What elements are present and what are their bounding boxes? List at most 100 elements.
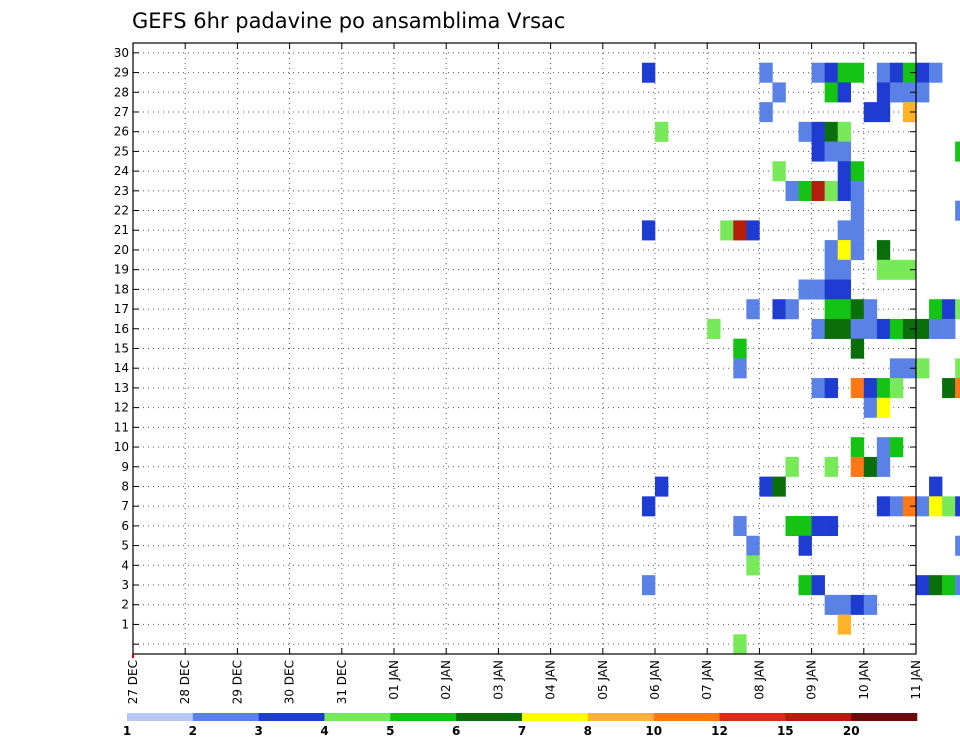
colorbar-label: 12 — [711, 724, 728, 738]
heatmap-cell — [929, 496, 943, 517]
colorbar-label: 7 — [518, 724, 526, 738]
heatmap-cell — [889, 82, 904, 103]
heatmap-cell — [785, 180, 799, 201]
colorbar-swatch — [192, 713, 259, 721]
heatmap-cell — [798, 121, 812, 142]
colorbar-label: 2 — [189, 724, 197, 738]
heatmap-cell — [916, 358, 930, 379]
heatmap-cell — [902, 259, 917, 280]
colorbar-swatch — [390, 713, 457, 721]
x-tick-label: 04 JAN — [544, 660, 558, 700]
heatmap-cell — [955, 358, 960, 379]
heatmap-cell — [785, 456, 799, 477]
heatmap-cell — [902, 62, 917, 83]
heatmap-cell — [837, 161, 852, 182]
x-tick-label: 06 JAN — [648, 660, 662, 700]
heatmap-cell — [929, 318, 943, 339]
heatmap-cell — [824, 259, 838, 280]
colorbar-swatch — [127, 713, 194, 721]
heatmap-cell — [850, 240, 865, 261]
heatmap-cell — [850, 220, 865, 241]
heatmap-cell — [798, 575, 812, 596]
heatmap-cell — [850, 180, 865, 201]
heatmap-cell — [746, 299, 760, 320]
y-tick-label: 17 — [114, 302, 129, 316]
y-tick-label: 19 — [114, 263, 129, 277]
heatmap-cell — [902, 318, 917, 339]
heatmap-cell — [850, 456, 865, 477]
heatmap-cell — [876, 240, 891, 261]
heatmap-cell — [929, 476, 943, 497]
colorbar-swatch — [456, 713, 523, 721]
heatmap-cell — [811, 318, 825, 339]
y-tick-label: 30 — [114, 46, 129, 60]
heatmap-cell — [889, 496, 904, 517]
heatmap-cell — [746, 535, 760, 556]
heatmap-cell — [863, 378, 878, 399]
x-tick-label: 08 JAN — [752, 660, 766, 700]
heatmap-cell — [955, 299, 960, 320]
heatmap-cell — [837, 318, 852, 339]
colorbar-label: 20 — [843, 724, 860, 738]
heatmap-cell — [798, 180, 812, 201]
heatmap-cell — [942, 318, 956, 339]
heatmap-cell — [811, 62, 825, 83]
colorbar-swatch — [719, 713, 786, 721]
heatmap-cell — [785, 299, 799, 320]
chart-title: GEFS 6hr padavine po ansamblima Vrsac — [132, 9, 565, 33]
heatmap-cell — [850, 299, 865, 320]
x-tick-label: 09 JAN — [805, 660, 819, 700]
heatmap-cell — [876, 456, 891, 477]
colorbar-label: 4 — [320, 724, 328, 738]
y-tick-label: 24 — [114, 164, 129, 178]
heatmap-cell — [942, 575, 956, 596]
x-tick-label: 07 JAN — [700, 660, 714, 700]
heatmap-cell — [955, 496, 960, 517]
x-tick-label: 31 DEC — [335, 660, 349, 704]
y-tick-label: 16 — [114, 322, 129, 336]
y-tick-label: 1 — [121, 617, 129, 631]
y-tick-label: 12 — [114, 401, 129, 415]
heatmap-cell — [824, 318, 838, 339]
heatmap-cell — [863, 102, 878, 123]
y-tick-label: 22 — [114, 204, 129, 218]
colorbar-label: 10 — [645, 724, 662, 738]
heatmap-cell — [955, 200, 960, 221]
heatmap-cell — [837, 220, 852, 241]
heatmap-cell — [837, 240, 852, 261]
heatmap-cell — [916, 82, 930, 103]
heatmap-cell — [850, 200, 865, 221]
heatmap-cell — [655, 121, 669, 142]
heatmap-cell — [811, 279, 825, 300]
y-tick-label: 21 — [114, 223, 129, 237]
heatmap-cell — [876, 259, 891, 280]
colorbar-label: 1 — [123, 724, 131, 738]
heatmap-cell — [824, 62, 838, 83]
heatmap-cell — [772, 299, 786, 320]
heatmap-cell — [929, 575, 943, 596]
heatmap-cell — [824, 240, 838, 261]
heatmap-cell — [641, 575, 656, 596]
heatmap-cell — [876, 378, 891, 399]
heatmap-cell — [733, 358, 747, 379]
heatmap-cell — [824, 516, 838, 537]
heatmap-cell — [916, 496, 930, 517]
heatmap-cell — [759, 102, 773, 123]
colorbar-label: 15 — [777, 724, 794, 738]
x-tick-label: 01 JAN — [387, 660, 401, 700]
y-tick-label: 27 — [114, 105, 129, 119]
y-tick-label: 13 — [114, 381, 129, 395]
heatmap-cell — [824, 456, 838, 477]
heatmap-cell — [837, 141, 852, 162]
heatmap-cell — [916, 575, 930, 596]
heatmap-cell — [863, 594, 878, 615]
heatmap-cell — [707, 318, 721, 339]
heatmap-cell — [863, 318, 878, 339]
heatmap-cell — [824, 121, 838, 142]
heatmap-cell — [811, 121, 825, 142]
heatmap-cell — [863, 456, 878, 477]
heatmap-cell — [798, 279, 812, 300]
heatmap-cell — [655, 476, 669, 497]
y-tick-label: 20 — [114, 243, 129, 257]
y-tick-label: 26 — [114, 125, 129, 139]
